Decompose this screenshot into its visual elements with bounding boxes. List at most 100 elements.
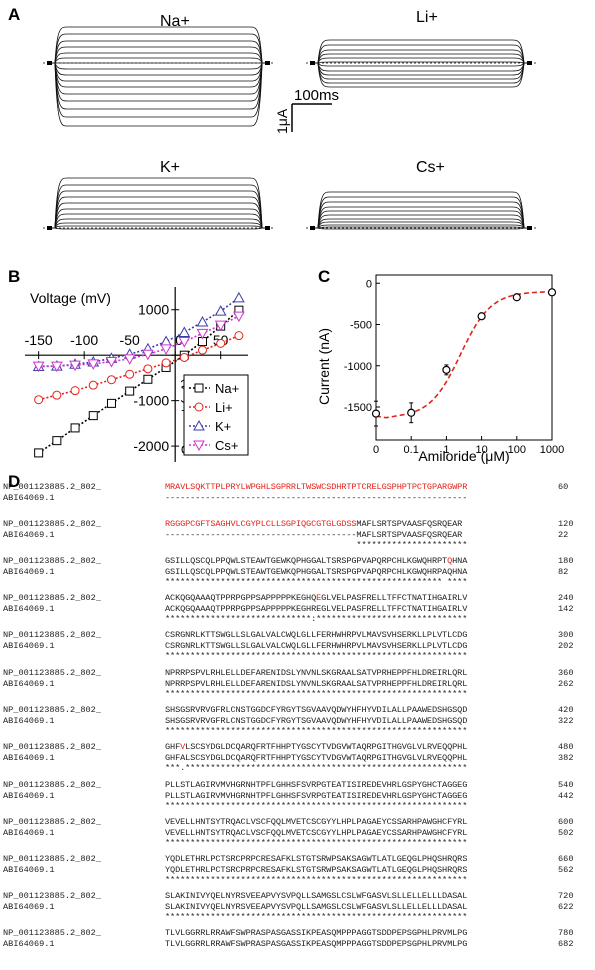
sequence-residues: RGGGPCGFTSAGHVLCGYPLCLLSGPIQGCGTGLGDSSMA…	[165, 519, 463, 529]
sequence-residues: YQDLETHRLPCTSRCPRPCRESAFKLSTGTSRWPSAKSAG…	[165, 854, 468, 864]
li-trace-marker-right	[527, 61, 532, 65]
iv-data-point	[88, 411, 98, 421]
iv-x-axis-label: Voltage (mV)	[30, 290, 111, 306]
sequence-residues: GHFALSCSYDGLDCQARQFRTFHHPTYGSCYTVDGVWTAQ…	[165, 752, 468, 763]
sequence-residues: --------------------------------------MA…	[165, 529, 463, 540]
dr-data-point	[512, 293, 521, 302]
conservation-marks: ****************************************…	[165, 912, 468, 922]
na-trace-trace	[51, 62, 266, 70]
sequence-residues: GHFVLSCSYDGLDCQARQFRTFHHPTYGSCYTVDGVWTAQ…	[165, 742, 468, 752]
k-trace-trace	[51, 213, 266, 229]
iv-data-point	[161, 358, 171, 368]
iv-legend-marker	[194, 383, 204, 393]
li-trace-trace	[314, 61, 528, 64]
iv-data-point	[142, 349, 154, 361]
conservation-line: ****************************************…	[3, 689, 588, 700]
sequence-position: 22	[558, 529, 569, 540]
sequence-name: NP_001123885.2_802_	[3, 593, 101, 603]
dr-y-tick-label: -1000	[344, 361, 372, 373]
alignment-line: ABI64069.1 ------------------------------…	[3, 530, 588, 541]
conservation-line: ****************************************…	[3, 651, 588, 662]
label-li: Li+	[416, 9, 438, 26]
panel-a-traces	[43, 26, 536, 230]
sequence-name: ABI64069.1	[3, 864, 55, 875]
conservation-line: ****************************************…	[3, 801, 588, 812]
iv-data-point	[214, 320, 227, 332]
panel-d-alignment: D NP_001123885.2_802_ MRAVLSQKTTPLPRYLWPG…	[0, 472, 595, 970]
cs-trace-trace	[314, 214, 528, 229]
sequence-position: 262	[558, 678, 574, 689]
sequence-position: 660	[558, 854, 574, 864]
li-trace-trace	[314, 49, 528, 64]
sequence-residues: CSRGNRLKTTSWGLLSLGALVALCWQLGLLFERHWHRPVL…	[165, 630, 468, 640]
na-trace-marker-right	[265, 61, 270, 65]
sequence-position: 780	[558, 928, 574, 938]
na-trace-trace	[51, 62, 266, 110]
li-trace-marker-left	[310, 61, 315, 65]
alignment-block: NP_001123885.2_802_ VEVELLHNTSYTRQACLVSCF…	[3, 817, 588, 849]
iv-x-tick-label: 0	[175, 332, 183, 348]
iv-data-point	[70, 423, 80, 433]
label-na: Na+	[160, 13, 190, 30]
iv-data-point	[106, 398, 116, 408]
iv-x-tick-label: -100	[70, 332, 98, 348]
k-trace-trace	[51, 227, 266, 230]
sequence-position: 322	[558, 715, 574, 726]
sequence-residues: ACKQGQAAAQTPPRPGPPSAPPPPPKEGHREGLVELPASF…	[165, 603, 468, 614]
alignment-line: NP_001123885.2_802_ GHFVLSCSYDGLDCQARQFRT…	[3, 742, 588, 753]
sequence-name: NP_001123885.2_802_	[3, 668, 101, 678]
sequence-name: ABI64069.1	[3, 603, 55, 614]
cs-trace-trace	[314, 221, 528, 229]
sequence-residues: GSILLQSCQLPPQWLSTEAWTGEWKQPHGGALTSRSPGPV…	[165, 566, 468, 577]
conservation-marks: ****************************************…	[165, 651, 468, 661]
iv-data-point	[105, 357, 118, 368]
sequence-name: NP_001123885.2_802_	[3, 891, 101, 901]
dr-x-tick-label: 0	[373, 444, 379, 456]
li-trace-trace	[314, 62, 528, 88]
na-trace-trace	[51, 62, 266, 127]
alignment-block: NP_001123885.2_802_ MRAVLSQKTTPLPRYLWPGHL…	[3, 482, 588, 503]
dr-y-tick-label: -500	[350, 320, 372, 332]
iv-data-point	[233, 291, 245, 303]
sequence-residues: VEVELLHNTSYTRQACLVSCFQQLMVETCSCGYYLHPLPA…	[165, 827, 468, 838]
alignment-line: NP_001123885.2_802_ VEVELLHNTSYTRQACLVSCF…	[3, 817, 588, 828]
alignment-line: NP_001123885.2_802_ ACKQGQAAAQTPPRPGPPSAP…	[3, 593, 588, 604]
iv-data-point	[178, 337, 191, 348]
sequence-position: 720	[558, 891, 574, 901]
li-trace-trace	[314, 57, 528, 64]
li-trace-trace	[314, 62, 528, 80]
iv-data-point	[106, 375, 116, 385]
k-trace-trace	[51, 202, 266, 229]
alignment-line: ABI64069.1 ------------------------------…	[3, 493, 588, 504]
cs-trace-trace	[314, 226, 528, 229]
conservation-marks: ****************************************…	[165, 726, 468, 736]
alignment-block: NP_001123885.2_802_ GHFVLSCSYDGLDCQARQFRT…	[3, 742, 588, 774]
cs-trace-trace	[314, 191, 528, 229]
alignment-block: NP_001123885.2_802_ GSILLQSCQLPPQWLSTEAWT…	[3, 556, 588, 588]
iv-series-line	[38, 334, 240, 401]
label-cs: Cs+	[416, 159, 445, 176]
cs-trace-trace	[314, 218, 528, 229]
conservation-line: ****************************************…	[3, 726, 588, 737]
k-trace-trace	[51, 177, 266, 229]
na-trace-trace	[51, 62, 266, 76]
dr-y-axis-label: Current (nA)	[316, 328, 332, 405]
sequence-name: NP_001123885.2_802_	[3, 482, 101, 492]
sequence-name: NP_001123885.2_802_	[3, 519, 101, 529]
sequence-name: ABI64069.1	[3, 752, 55, 763]
alignment-line: ABI64069.1 PLLSTLAGIRVMVHGRNHTPFLGHHSFSVR…	[3, 791, 588, 802]
k-trace-marker-left	[47, 226, 52, 230]
na-trace-trace	[51, 57, 266, 64]
panel-a-letter: A	[8, 5, 20, 24]
sequence-residues: PLLSTLAGIRVMVHGRNHTPFLGHHSFSVRPGTEATISIR…	[165, 790, 468, 801]
sequence-position: 360	[558, 668, 574, 678]
conservation-line: ****************************************…	[3, 838, 588, 849]
alignment-block: NP_001123885.2_802_ NPRRPSPVLRHLELLDEFARE…	[3, 668, 588, 700]
iv-data-point	[125, 369, 135, 379]
sequence-name: NP_001123885.2_802_	[3, 928, 101, 938]
panel-d-letter: D	[8, 472, 21, 491]
scale-label-current: 1μA	[274, 108, 290, 134]
sequence-name: ABI64069.1	[3, 827, 55, 838]
iv-data-point	[233, 311, 245, 323]
